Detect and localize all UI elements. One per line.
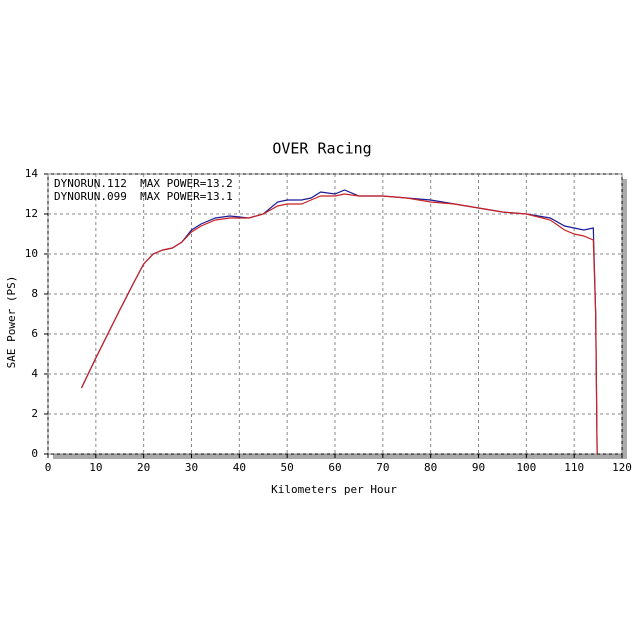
y-tick-label: 4 xyxy=(31,367,38,380)
x-tick-label: 60 xyxy=(328,461,341,474)
x-tick-label: 50 xyxy=(281,461,294,474)
legend-entry: DYNORUN.099 MAX POWER=13.1 xyxy=(54,190,233,203)
x-tick-label: 120 xyxy=(612,461,632,474)
x-tick-label: 30 xyxy=(185,461,198,474)
x-tick-label: 70 xyxy=(376,461,389,474)
y-tick-label: 8 xyxy=(31,287,38,300)
x-axis-label: Kilometers per Hour xyxy=(271,483,397,496)
legend-entry: DYNORUN.112 MAX POWER=13.2 xyxy=(54,177,233,190)
y-tick-label: 6 xyxy=(31,327,38,340)
y-tick-label: 12 xyxy=(25,207,38,220)
x-tick-label: 110 xyxy=(564,461,584,474)
chart-title: OVER Racing xyxy=(272,140,371,158)
series-line xyxy=(80,193,598,455)
x-tick-label: 40 xyxy=(233,461,246,474)
x-tick-label: 80 xyxy=(424,461,437,474)
x-tick-label: 90 xyxy=(472,461,485,474)
x-tick-label: 10 xyxy=(89,461,102,474)
y-tick-label: 2 xyxy=(31,407,38,420)
y-tick-label: 10 xyxy=(25,247,38,260)
y-axis-label: SAE Power (PS) xyxy=(5,276,18,369)
x-tick-label: 20 xyxy=(137,461,150,474)
x-tick-label: 100 xyxy=(516,461,536,474)
y-tick-label: 0 xyxy=(31,447,38,460)
y-tick-label: 14 xyxy=(25,167,39,180)
x-tick-label: 0 xyxy=(45,461,52,474)
